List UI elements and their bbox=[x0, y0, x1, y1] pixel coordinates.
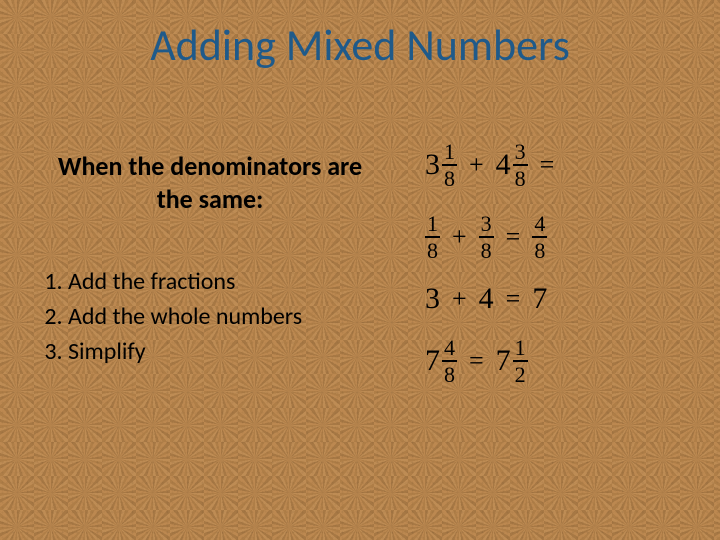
operator-plus: + bbox=[450, 224, 469, 250]
slide: Adding Mixed Numbers When the denominato… bbox=[0, 0, 720, 540]
step-item: Add the whole numbers bbox=[68, 300, 390, 335]
mixed-number: 3 1 8 bbox=[425, 140, 457, 190]
number: 3 bbox=[425, 284, 440, 314]
operator-equals: = bbox=[538, 152, 557, 178]
fraction: 3 8 bbox=[513, 140, 528, 190]
operator-plus: + bbox=[450, 286, 469, 312]
denominator: 8 bbox=[442, 363, 457, 386]
whole-part: 3 bbox=[425, 150, 440, 180]
denominator: 8 bbox=[532, 239, 547, 262]
mixed-number: 7 1 2 bbox=[496, 336, 528, 386]
step-item: Add the fractions bbox=[68, 265, 390, 300]
steps-list: Add the fractionsAdd the whole numbersSi… bbox=[40, 265, 390, 369]
operator-equals: = bbox=[467, 348, 486, 374]
denominator: 8 bbox=[425, 239, 440, 262]
whole-part: 7 bbox=[425, 346, 440, 376]
numerator: 1 bbox=[442, 140, 457, 163]
mixed-number: 7 4 8 bbox=[425, 336, 457, 386]
fraction: 1 2 bbox=[513, 336, 528, 386]
numerator: 3 bbox=[513, 140, 528, 163]
mixed-number: 4 3 8 bbox=[496, 140, 528, 190]
equation-line-1: 3 1 8 + 4 3 8 = bbox=[425, 140, 695, 190]
number: 4 bbox=[479, 284, 494, 314]
number: 7 bbox=[532, 284, 547, 314]
equation-line-2: 1 8 + 3 8 = 4 8 bbox=[425, 212, 695, 262]
operator-equals: = bbox=[504, 224, 523, 250]
step-item: Simplify bbox=[68, 335, 390, 370]
slide-title: Adding Mixed Numbers bbox=[0, 22, 720, 68]
fraction: 1 8 bbox=[425, 212, 440, 262]
math-region: 3 1 8 + 4 3 8 = 1 bbox=[425, 140, 695, 387]
denominator: 8 bbox=[513, 167, 528, 190]
whole-part: 7 bbox=[496, 346, 511, 376]
numerator: 4 bbox=[442, 336, 457, 359]
numerator: 3 bbox=[479, 212, 494, 235]
denominator: 8 bbox=[479, 239, 494, 262]
numerator: 1 bbox=[513, 336, 528, 359]
denominator: 8 bbox=[442, 167, 457, 190]
whole-part: 4 bbox=[496, 150, 511, 180]
fraction: 4 8 bbox=[442, 336, 457, 386]
fraction: 1 8 bbox=[442, 140, 457, 190]
equation-line-4: 7 4 8 = 7 1 2 bbox=[425, 336, 695, 386]
numerator: 4 bbox=[532, 212, 547, 235]
operator-plus: + bbox=[467, 152, 486, 178]
slide-subtitle: When the denominators are the same: bbox=[40, 150, 380, 215]
operator-equals: = bbox=[504, 286, 523, 312]
steps-ol: Add the fractionsAdd the whole numbersSi… bbox=[40, 265, 390, 369]
equation-line-3: 3 + 4 = 7 bbox=[425, 284, 695, 314]
fraction: 4 8 bbox=[532, 212, 547, 262]
fraction: 3 8 bbox=[479, 212, 494, 262]
denominator: 2 bbox=[513, 363, 528, 386]
numerator: 1 bbox=[425, 212, 440, 235]
